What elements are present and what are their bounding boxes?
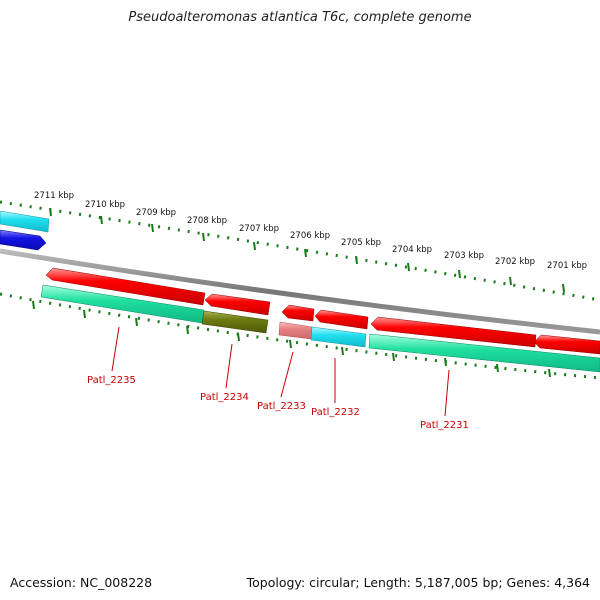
inner-scale-dots xyxy=(0,292,600,380)
cog-block-patl-2231 xyxy=(368,333,600,373)
inner-tick xyxy=(32,300,35,310)
cds-blue-arrow xyxy=(0,229,47,251)
cds-arrow-patl-2232 xyxy=(314,309,369,330)
cog-block-patl-2232 xyxy=(310,326,367,348)
tick-label: 2704 kbp xyxy=(392,245,432,255)
cds-track xyxy=(45,267,600,355)
tick-mark xyxy=(100,215,103,225)
cds-arrow-next xyxy=(533,334,600,355)
tick-label: 2707 kbp xyxy=(239,224,279,234)
inner-tick xyxy=(186,325,189,335)
tick-mark xyxy=(458,269,461,279)
inner-scale-track xyxy=(0,292,600,380)
cds-arrow-patl-2233 xyxy=(281,304,315,322)
upper-left-features xyxy=(0,210,50,251)
tick-label: 2708 kbp xyxy=(187,216,227,226)
tick-mark xyxy=(509,276,512,286)
inner-tick xyxy=(496,363,499,373)
accession-text: Accession: NC_008228 xyxy=(10,575,153,590)
tick-label: 2706 kbp xyxy=(290,231,330,241)
inner-tick xyxy=(548,368,551,378)
tick-mark xyxy=(355,255,358,265)
genome-summary-text: Topology: circular; Length: 5,187,005 bp… xyxy=(246,575,590,590)
inner-tick xyxy=(237,332,240,342)
scale-ticks: 2711 kbp 2710 kbp 2709 kbp 2708 kbp 2707… xyxy=(34,191,587,293)
cog-cyan-block xyxy=(0,210,50,233)
tick-label: 2709 kbp xyxy=(136,208,176,218)
leader-line xyxy=(225,343,233,389)
inner-tick xyxy=(289,339,292,349)
inner-tick xyxy=(83,309,86,319)
gene-label[interactable]: Patl_2231 xyxy=(420,420,469,431)
genome-backbone xyxy=(0,248,600,335)
tick-label: 2703 kbp xyxy=(444,251,484,261)
tick-label: 2711 kbp xyxy=(34,191,74,201)
leader-line xyxy=(280,351,294,398)
tick-mark xyxy=(304,248,307,258)
tick-mark xyxy=(49,207,52,217)
tick-label: 2702 kbp xyxy=(495,257,535,267)
tick-label: 2705 kbp xyxy=(341,238,381,248)
tick-mark xyxy=(562,283,565,293)
inner-tick xyxy=(444,357,447,367)
tick-label: 2710 kbp xyxy=(85,200,125,210)
cds-arrow-patl-2234 xyxy=(204,293,271,316)
gene-label[interactable]: Patl_2232 xyxy=(311,407,360,418)
tick-mark xyxy=(407,262,410,272)
map-title: Pseudoalteromonas atlantica T6c, complet… xyxy=(128,10,472,25)
tick-mark xyxy=(253,241,256,251)
tick-mark xyxy=(151,223,154,233)
inner-tick xyxy=(135,317,138,327)
tick-label: 2701 kbp xyxy=(547,261,587,271)
leader-line xyxy=(111,326,120,372)
inner-tick xyxy=(392,352,395,362)
cog-block-patl-2234 xyxy=(201,310,269,334)
tick-mark xyxy=(202,232,205,242)
gene-label[interactable]: Patl_2234 xyxy=(200,392,249,403)
leader-line xyxy=(444,369,450,417)
gene-label[interactable]: Patl_2233 xyxy=(257,401,306,412)
inner-tick xyxy=(341,346,344,356)
cog-block-patl-2233 xyxy=(278,321,313,340)
gene-labels: Patl_2235 Patl_2234 Patl_2233 Patl_2232 … xyxy=(87,326,469,431)
cog-track xyxy=(40,284,600,373)
cds-arrow-patl-2235 xyxy=(45,267,206,306)
gene-label[interactable]: Patl_2235 xyxy=(87,375,136,386)
